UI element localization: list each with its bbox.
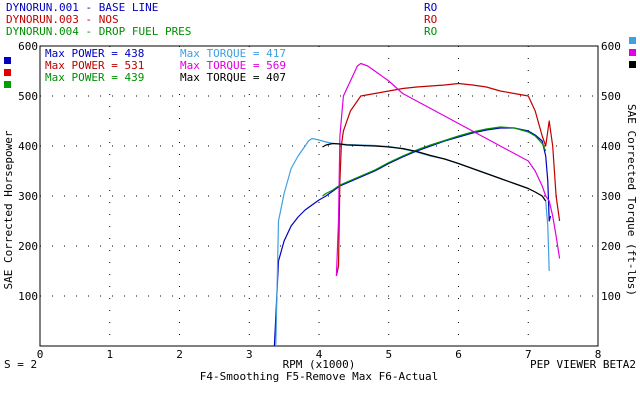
left-marker-blue bbox=[4, 57, 11, 64]
x-tick-labels: 0 1 2 3 4 5 6 7 8 bbox=[37, 348, 602, 361]
viewer-version: PEP VIEWER BETA2 bbox=[530, 358, 636, 371]
series-lines bbox=[273, 62, 561, 347]
x-tick-8: 8 bbox=[595, 348, 602, 361]
x-tick-3: 3 bbox=[246, 348, 253, 361]
series-line-4 bbox=[335, 62, 561, 277]
legend-torque-2: Max TORQUE = 569 bbox=[180, 59, 286, 72]
function-key-hints: F4-Smoothing F5-Remove Max F6-Actual bbox=[200, 370, 438, 383]
y-tick-left-300: 300 bbox=[18, 190, 38, 203]
y-tick-left-100: 100 bbox=[18, 290, 38, 303]
y-tick-right-500: 500 bbox=[601, 90, 621, 103]
plot-frame bbox=[39, 45, 599, 347]
y-tick-right-400: 400 bbox=[601, 140, 621, 153]
left-marker-red bbox=[4, 69, 11, 76]
x-tick-7: 7 bbox=[525, 348, 532, 361]
right-marker-black bbox=[629, 61, 636, 68]
y-tick-left-600: 600 bbox=[18, 40, 38, 53]
y-tick-labels-right: 100 200 300 400 500 600 bbox=[601, 40, 621, 303]
run-list: DYNORUN.001 - BASE LINE RO DYNORUN.003 -… bbox=[6, 1, 437, 38]
right-marker-magenta bbox=[629, 49, 636, 56]
y-tick-left-500: 500 bbox=[18, 90, 38, 103]
left-series-markers bbox=[4, 57, 11, 88]
right-marker-lightblue bbox=[629, 37, 636, 44]
x-tick-1: 1 bbox=[106, 348, 113, 361]
y-tick-right-200: 200 bbox=[601, 240, 621, 253]
y-tick-left-400: 400 bbox=[18, 140, 38, 153]
legend-power-2: Max POWER = 531 bbox=[45, 59, 144, 72]
right-series-markers bbox=[629, 37, 636, 68]
legend-power-3: Max POWER = 439 bbox=[45, 71, 144, 84]
y-tick-right-100: 100 bbox=[601, 290, 621, 303]
legend-torque-1: Max TORQUE = 417 bbox=[180, 47, 286, 60]
left-axis-title: SAE Corrected Horsepower bbox=[2, 130, 15, 289]
x-tick-0: 0 bbox=[37, 348, 44, 361]
y-tick-left-200: 200 bbox=[18, 240, 38, 253]
run-tag-1: RO bbox=[424, 1, 437, 14]
series-line-1 bbox=[273, 127, 552, 347]
legend: Max POWER = 438 Max TORQUE = 417 Max POW… bbox=[41, 47, 327, 84]
plot-grid bbox=[40, 46, 598, 346]
x-tick-2: 2 bbox=[176, 348, 183, 361]
series-line-3 bbox=[335, 82, 561, 277]
series-line-5 bbox=[322, 126, 547, 197]
legend-background bbox=[41, 47, 327, 84]
left-marker-green bbox=[4, 81, 11, 88]
x-tick-6: 6 bbox=[455, 348, 462, 361]
legend-power-1: Max POWER = 438 bbox=[45, 47, 144, 60]
x-tick-5: 5 bbox=[385, 348, 392, 361]
run-name-3: DYNORUN.004 - DROP FUEL PRES bbox=[6, 25, 191, 38]
run-name-2: DYNORUN.003 - NOS bbox=[6, 13, 119, 26]
x-axis-title: RPM (x1000) bbox=[283, 358, 356, 371]
legend-torque-3: Max TORQUE = 407 bbox=[180, 71, 286, 84]
run-name-1: DYNORUN.001 - BASE LINE bbox=[6, 1, 158, 14]
y-tick-right-600: 600 bbox=[601, 40, 621, 53]
smoothing-indicator: S = 2 bbox=[4, 358, 37, 371]
y-tick-labels-left: 100 200 300 400 500 600 bbox=[18, 40, 38, 303]
x-tick-4: 4 bbox=[316, 348, 323, 361]
y-tick-right-300: 300 bbox=[601, 190, 621, 203]
right-axis-title: SAE Corrected Torque (ft-lbs) bbox=[625, 104, 638, 296]
series-line-2 bbox=[275, 137, 550, 347]
series-line-6 bbox=[322, 142, 547, 202]
run-tag-2: RO bbox=[424, 13, 437, 26]
run-tag-3: RO bbox=[424, 25, 437, 38]
